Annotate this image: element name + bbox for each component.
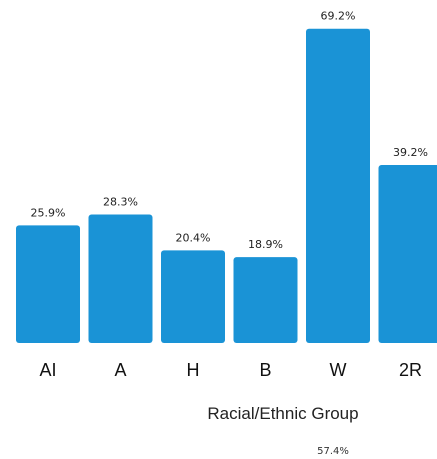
value-label-h: 20.4% bbox=[176, 231, 211, 244]
bar-b bbox=[233, 257, 298, 343]
bars-group bbox=[16, 28, 437, 343]
bar-h bbox=[161, 250, 225, 343]
x-tick-label-w: W bbox=[330, 360, 347, 380]
x-tick-label-h: H bbox=[187, 360, 200, 380]
value-labels-group: 25.9% 28.3% 20.4% 18.9% 69.2% 39.2% bbox=[31, 10, 428, 251]
bar-w bbox=[306, 28, 370, 343]
value-label-b: 18.9% bbox=[248, 238, 283, 251]
x-axis-title: Racial/Ethnic Group bbox=[207, 404, 358, 423]
x-tick-label-a: A bbox=[114, 360, 126, 380]
value-label-2r: 39.2% bbox=[393, 146, 428, 159]
value-label-ai: 25.9% bbox=[31, 206, 66, 219]
bar-ai bbox=[16, 225, 80, 343]
x-tick-labels-group: AI A H B W 2R bbox=[39, 360, 422, 380]
value-label-w: 69.2% bbox=[321, 10, 356, 23]
bar-2r bbox=[378, 164, 437, 343]
x-tick-label-2r: 2R bbox=[399, 360, 422, 380]
footnote-value: 57.4% bbox=[317, 446, 349, 457]
value-label-a: 28.3% bbox=[103, 195, 138, 208]
x-tick-label-b: B bbox=[259, 360, 271, 380]
bar-a bbox=[88, 214, 153, 343]
x-tick-label-ai: AI bbox=[39, 360, 56, 380]
